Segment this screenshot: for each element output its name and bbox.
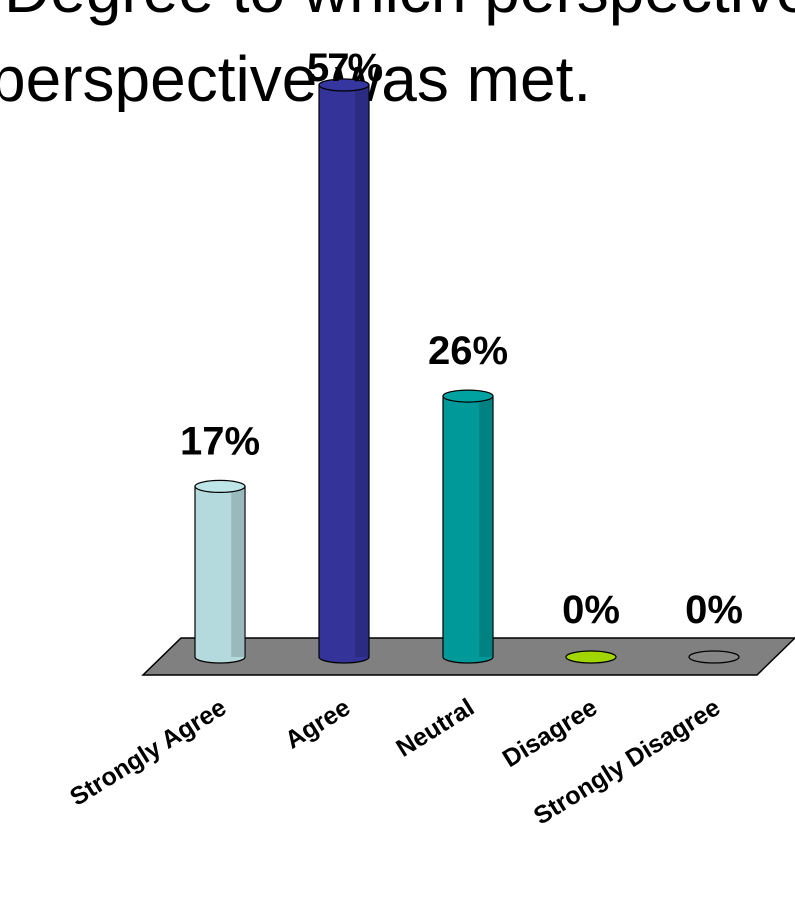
bar-cap-strongly-disagree (688, 650, 740, 664)
slide-title-line1: Degree to which perspective (4, 0, 795, 26)
data-label-disagree: 0% (562, 588, 620, 632)
data-label-strongly-agree: 17% (180, 419, 260, 463)
bar-disagree (565, 650, 617, 664)
slide-title-word-perspective: perspective (0, 43, 317, 115)
bar-cap-neutral (442, 389, 494, 403)
bar-shade-neutral (479, 396, 493, 657)
bar-series (194, 78, 740, 664)
bar-agree (318, 78, 370, 664)
bar-strongly-disagree (688, 650, 740, 664)
category-label-disagree: Disagree (498, 693, 602, 773)
bar-shade-agree (355, 85, 369, 657)
bar-cap-agree (318, 78, 370, 92)
category-label-strongly-agree: Strongly Agree (65, 693, 231, 811)
category-axis: Strongly Agree Agree Neutral DisagreeStrong… (65, 693, 725, 830)
category-label-agree: Agree (280, 693, 355, 754)
bar-shade-strongly-agree (231, 486, 245, 657)
data-labels: 17% 57% 26% 0% 0% (180, 46, 743, 632)
data-label-neutral: 26% (428, 329, 508, 373)
bar-strongly-agree (194, 479, 246, 664)
slide-title: Degree to which perspective perspective … (0, 0, 795, 115)
data-label-strongly-disagree: 0% (685, 588, 743, 632)
slide-title-line2: perspective was met. (0, 43, 591, 115)
bar-cap-disagree (565, 650, 617, 664)
bar-neutral (442, 389, 494, 664)
category-label-neutral: Neutral (391, 693, 479, 762)
data-label-agree: 57% (307, 46, 382, 90)
bar-cap-strongly-agree (194, 479, 246, 494)
